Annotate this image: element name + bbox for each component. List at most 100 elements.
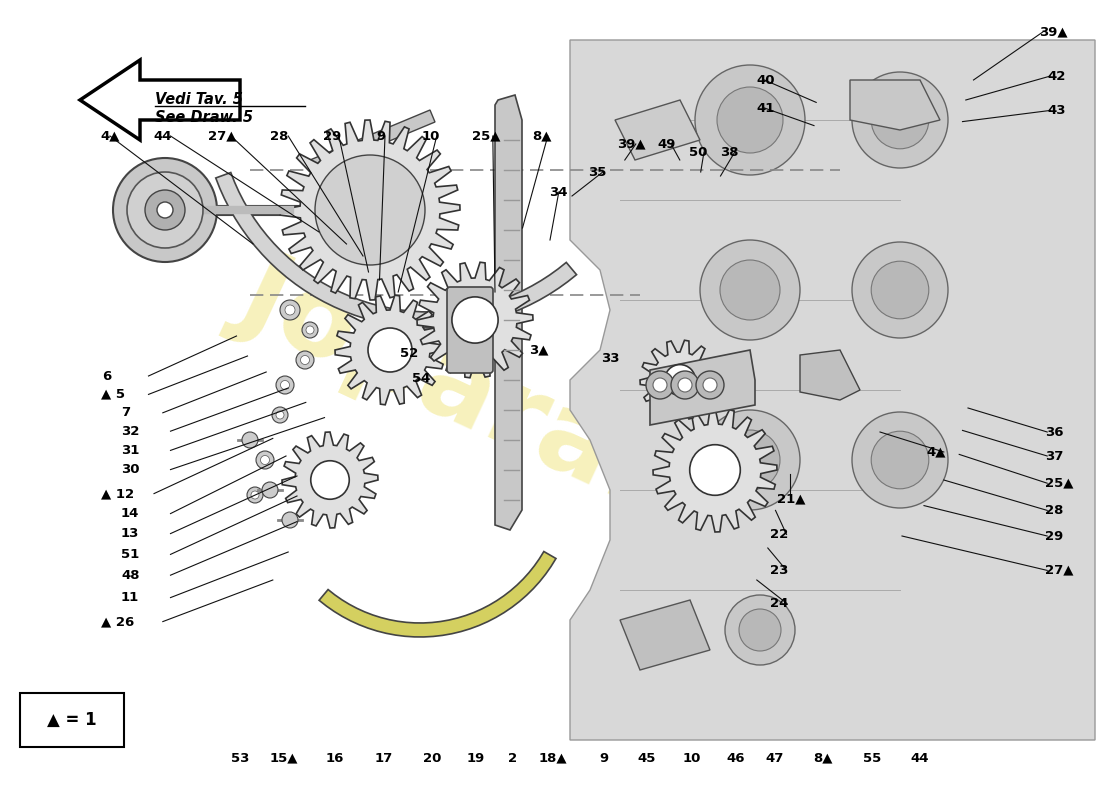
Circle shape (113, 158, 217, 262)
Text: 52: 52 (400, 347, 418, 360)
Text: 23: 23 (770, 564, 789, 577)
Text: ▲ 5: ▲ 5 (101, 388, 125, 401)
Circle shape (285, 305, 295, 315)
Text: 38: 38 (720, 146, 738, 158)
Circle shape (331, 171, 408, 249)
Text: 39▲: 39▲ (617, 138, 646, 150)
Text: 36: 36 (1045, 426, 1064, 438)
Text: 11: 11 (121, 591, 140, 604)
Text: 10: 10 (683, 752, 701, 765)
Text: 43: 43 (1047, 104, 1066, 117)
Circle shape (646, 371, 674, 399)
Text: 10: 10 (422, 130, 440, 142)
Polygon shape (650, 350, 755, 425)
Circle shape (256, 451, 274, 469)
Text: 8▲: 8▲ (532, 130, 552, 142)
Circle shape (272, 407, 288, 423)
Text: 25▲: 25▲ (472, 130, 500, 142)
Text: 2: 2 (508, 752, 517, 765)
Text: 25▲: 25▲ (1045, 477, 1074, 490)
Text: 33: 33 (602, 352, 619, 365)
Text: ▲ 26: ▲ 26 (101, 615, 134, 628)
Circle shape (678, 378, 692, 392)
Text: 20: 20 (424, 752, 441, 765)
Circle shape (302, 322, 318, 338)
Circle shape (276, 411, 284, 419)
Text: 9: 9 (600, 752, 608, 765)
Text: 32: 32 (121, 425, 140, 438)
Circle shape (653, 378, 667, 392)
Text: 45: 45 (638, 752, 656, 765)
Circle shape (145, 190, 185, 230)
Circle shape (261, 455, 270, 465)
Polygon shape (80, 60, 240, 140)
Text: 44: 44 (154, 130, 172, 142)
Text: 35: 35 (588, 166, 606, 178)
Circle shape (720, 430, 780, 490)
Text: 15▲: 15▲ (270, 752, 298, 765)
Circle shape (725, 595, 795, 665)
Text: 8▲: 8▲ (813, 752, 833, 765)
Polygon shape (640, 340, 720, 420)
Circle shape (696, 371, 724, 399)
Circle shape (280, 381, 289, 390)
Text: 19: 19 (466, 752, 484, 765)
Text: 48: 48 (121, 569, 140, 582)
Circle shape (310, 461, 350, 499)
Circle shape (276, 376, 294, 394)
Circle shape (126, 172, 204, 248)
Polygon shape (417, 262, 534, 378)
Circle shape (664, 365, 695, 395)
Polygon shape (850, 80, 940, 130)
Text: 22: 22 (770, 528, 789, 541)
Circle shape (695, 65, 805, 175)
Text: 46: 46 (727, 752, 745, 765)
Text: 28: 28 (271, 130, 288, 142)
Circle shape (703, 378, 717, 392)
Circle shape (306, 326, 313, 334)
Circle shape (452, 297, 498, 343)
Circle shape (690, 445, 740, 495)
Circle shape (871, 261, 928, 318)
Polygon shape (282, 432, 378, 528)
Polygon shape (615, 100, 700, 160)
Circle shape (368, 328, 412, 372)
Text: Joparafuso: Joparafuso (223, 239, 877, 621)
Text: 37: 37 (1045, 450, 1064, 462)
Circle shape (282, 512, 298, 528)
Text: 31: 31 (121, 444, 140, 457)
Text: 16: 16 (326, 752, 343, 765)
FancyBboxPatch shape (20, 693, 124, 747)
FancyBboxPatch shape (447, 287, 493, 373)
Text: 30: 30 (121, 463, 140, 476)
Circle shape (871, 91, 928, 149)
Text: 53: 53 (231, 752, 249, 765)
Text: 24: 24 (770, 597, 789, 610)
Polygon shape (620, 600, 710, 670)
Text: 9: 9 (376, 130, 385, 142)
Text: Vedi Tav. 5: Vedi Tav. 5 (155, 93, 243, 107)
Circle shape (852, 72, 948, 168)
Polygon shape (280, 120, 460, 300)
Circle shape (251, 491, 258, 499)
Polygon shape (216, 173, 576, 328)
Circle shape (300, 355, 309, 365)
Text: 40: 40 (757, 74, 776, 86)
Polygon shape (495, 95, 522, 530)
Text: 6: 6 (102, 370, 111, 382)
Circle shape (700, 410, 800, 510)
Polygon shape (319, 551, 556, 637)
Circle shape (700, 240, 800, 340)
Text: 27▲: 27▲ (208, 130, 236, 142)
Circle shape (871, 431, 928, 489)
Text: 47: 47 (766, 752, 783, 765)
Text: 55: 55 (864, 752, 881, 765)
Text: See Draw. 5: See Draw. 5 (155, 110, 253, 126)
Text: 21▲: 21▲ (777, 493, 805, 506)
Text: 4▲: 4▲ (100, 130, 120, 142)
Text: 50: 50 (690, 146, 707, 158)
Circle shape (242, 432, 258, 448)
Text: 18▲: 18▲ (539, 752, 568, 765)
Text: 7: 7 (121, 406, 130, 419)
Text: 42: 42 (1047, 70, 1066, 82)
